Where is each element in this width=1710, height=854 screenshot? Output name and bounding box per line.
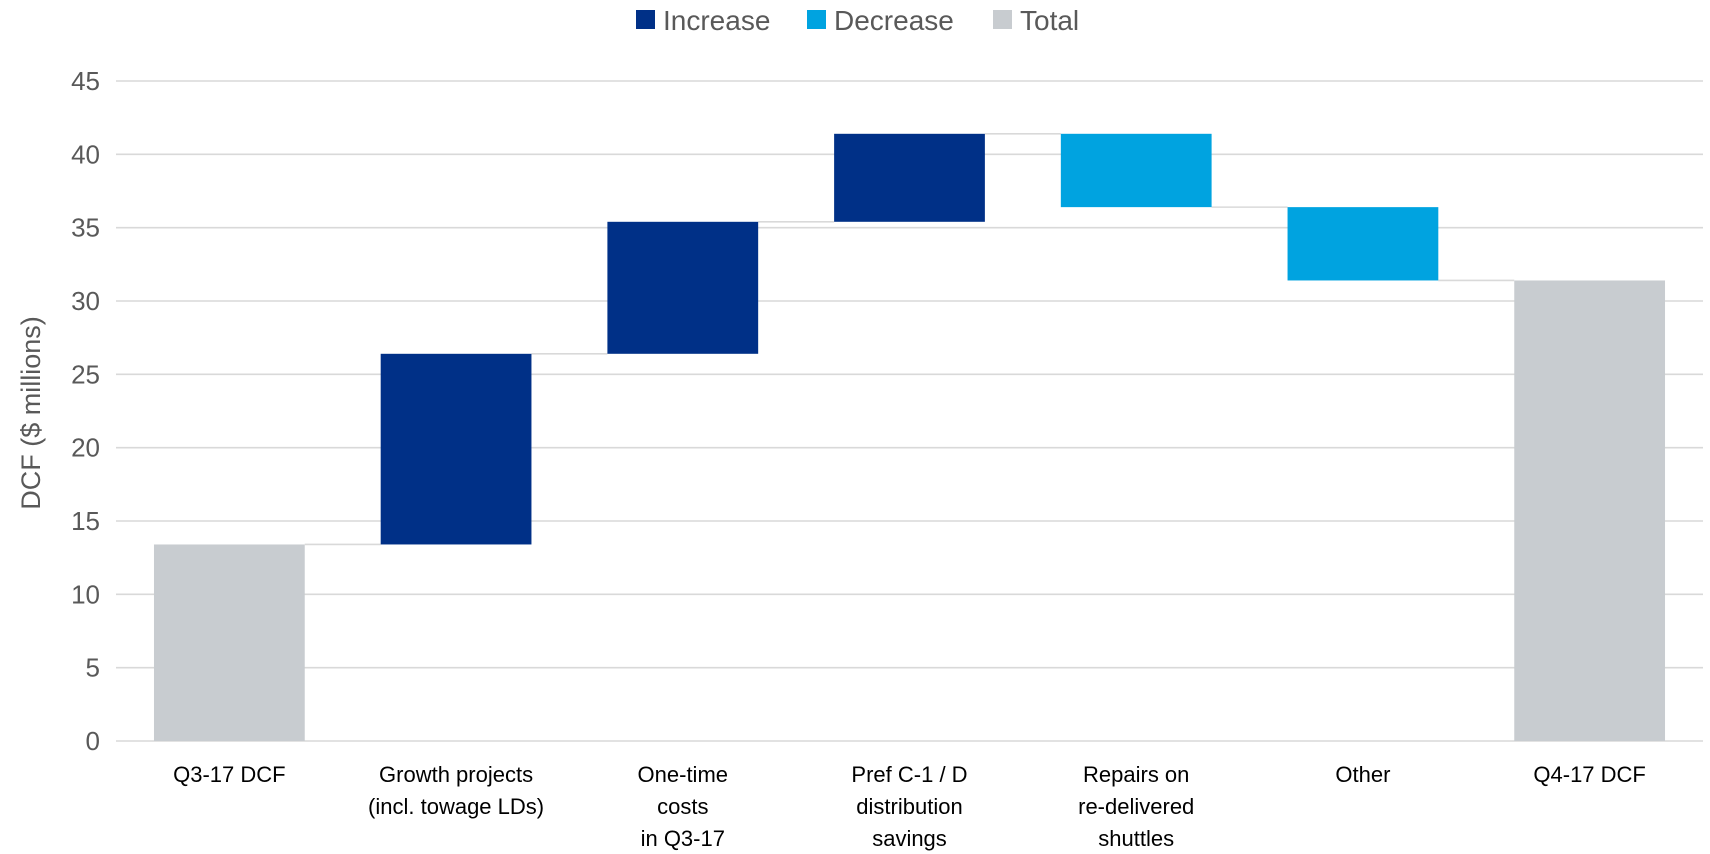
category-label: Growth projects [379, 762, 533, 787]
y-tick-label: 25 [71, 359, 100, 389]
y-axis-ticks: 0 5 10 15 20 25 30 35 40 45 [71, 66, 100, 756]
legend-label: Increase [663, 5, 770, 36]
category-label: Q4-17 DCF [1533, 762, 1645, 787]
y-tick-label: 30 [71, 286, 100, 316]
legend-swatch [993, 10, 1012, 29]
legend-label: Decrease [834, 5, 954, 36]
x-axis-categories: Q3-17 DCF Growth projects (incl. towage LD… [173, 762, 1646, 851]
y-tick-label: 15 [71, 506, 100, 536]
legend: Increase Decrease Total [636, 5, 1079, 36]
bar-increase [834, 133, 985, 222]
connector-lines [304, 133, 1515, 546]
bar-decrease [1060, 133, 1212, 208]
category-label: Repairs on [1083, 762, 1189, 787]
category-label: One-time [638, 762, 728, 787]
legend-label: Total [1020, 5, 1079, 36]
y-tick-label: 45 [71, 66, 100, 96]
bar-increase [607, 221, 759, 354]
y-tick-label: 40 [71, 139, 100, 169]
category-label: Q3-17 DCF [173, 762, 285, 787]
y-tick-label: 35 [71, 213, 100, 243]
category-label: in Q3-17 [641, 826, 725, 851]
category-label: (incl. towage LDs) [368, 794, 544, 819]
y-tick-label: 10 [71, 579, 100, 609]
legend-swatch [807, 10, 826, 29]
y-axis-label: DCF ($ millions) [16, 316, 46, 510]
category-label: shuttles [1098, 826, 1174, 851]
bar-decrease [1287, 207, 1439, 281]
bars [153, 133, 1666, 741]
y-tick-label: 0 [86, 726, 100, 756]
category-label: Pref C-1 / D [851, 762, 967, 787]
category-label: savings [872, 826, 947, 851]
category-label: costs [657, 794, 708, 819]
category-label: distribution [856, 794, 962, 819]
category-label: Other [1335, 762, 1390, 787]
bar-increase [380, 353, 532, 545]
category-label: re-delivered [1078, 794, 1194, 819]
y-tick-label: 20 [71, 433, 100, 463]
bar-total [153, 544, 305, 741]
bar-total [1514, 280, 1666, 741]
legend-swatch [636, 10, 655, 29]
y-tick-label: 5 [86, 653, 100, 683]
